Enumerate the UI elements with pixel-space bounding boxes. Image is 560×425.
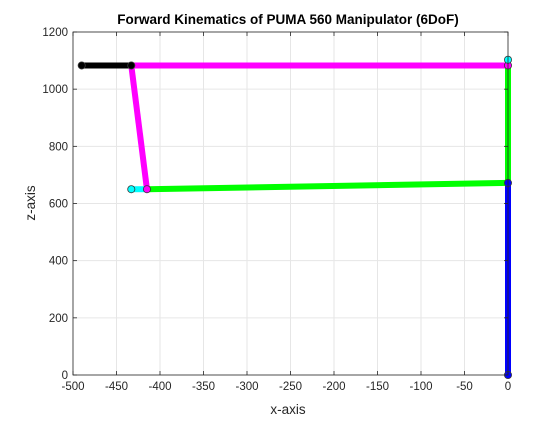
x-tick-label: -350: [192, 381, 215, 393]
y-tick-label: 200: [49, 313, 68, 325]
joint-marker-8: [77, 61, 86, 70]
axes-frame: [72, 31, 509, 376]
x-tick-label: -400: [148, 381, 171, 393]
y-tick-label: 1200: [42, 27, 68, 39]
y-axis-title: z-axis: [23, 185, 38, 221]
x-tick-label: -450: [105, 381, 128, 393]
x-tick-label: -500: [61, 381, 84, 393]
tick-labels: -500 -450 -400 -350 -300 -250 -200 -150 -100 -50 0…: [42, 27, 511, 393]
joint-marker-6: [142, 185, 151, 194]
x-axis-title: x-axis: [270, 402, 306, 417]
x-tick-label: -150: [366, 381, 389, 393]
x-tick-label: -200: [322, 381, 345, 393]
chart-title: Forward Kinematics of PUMA 560 Manipulat…: [117, 12, 459, 27]
x-tick-label: -250: [279, 381, 302, 393]
x-tick-label: -300: [235, 381, 258, 393]
joint-marker-7: [127, 185, 136, 194]
y-tick-label: 1000: [42, 84, 68, 96]
link-segment-5: [128, 65, 150, 190]
x-tick-label: -50: [456, 381, 473, 393]
x-tick-label: 0: [505, 381, 511, 393]
joint-marker-5: [127, 61, 136, 70]
y-tick-label: 600: [49, 199, 68, 211]
link-segment-2: [146, 179, 509, 193]
x-tick-label: -100: [409, 381, 432, 393]
y-tick-label: 0: [62, 370, 68, 382]
y-tick-label: 400: [49, 256, 68, 268]
y-tick-label: 800: [49, 141, 68, 153]
